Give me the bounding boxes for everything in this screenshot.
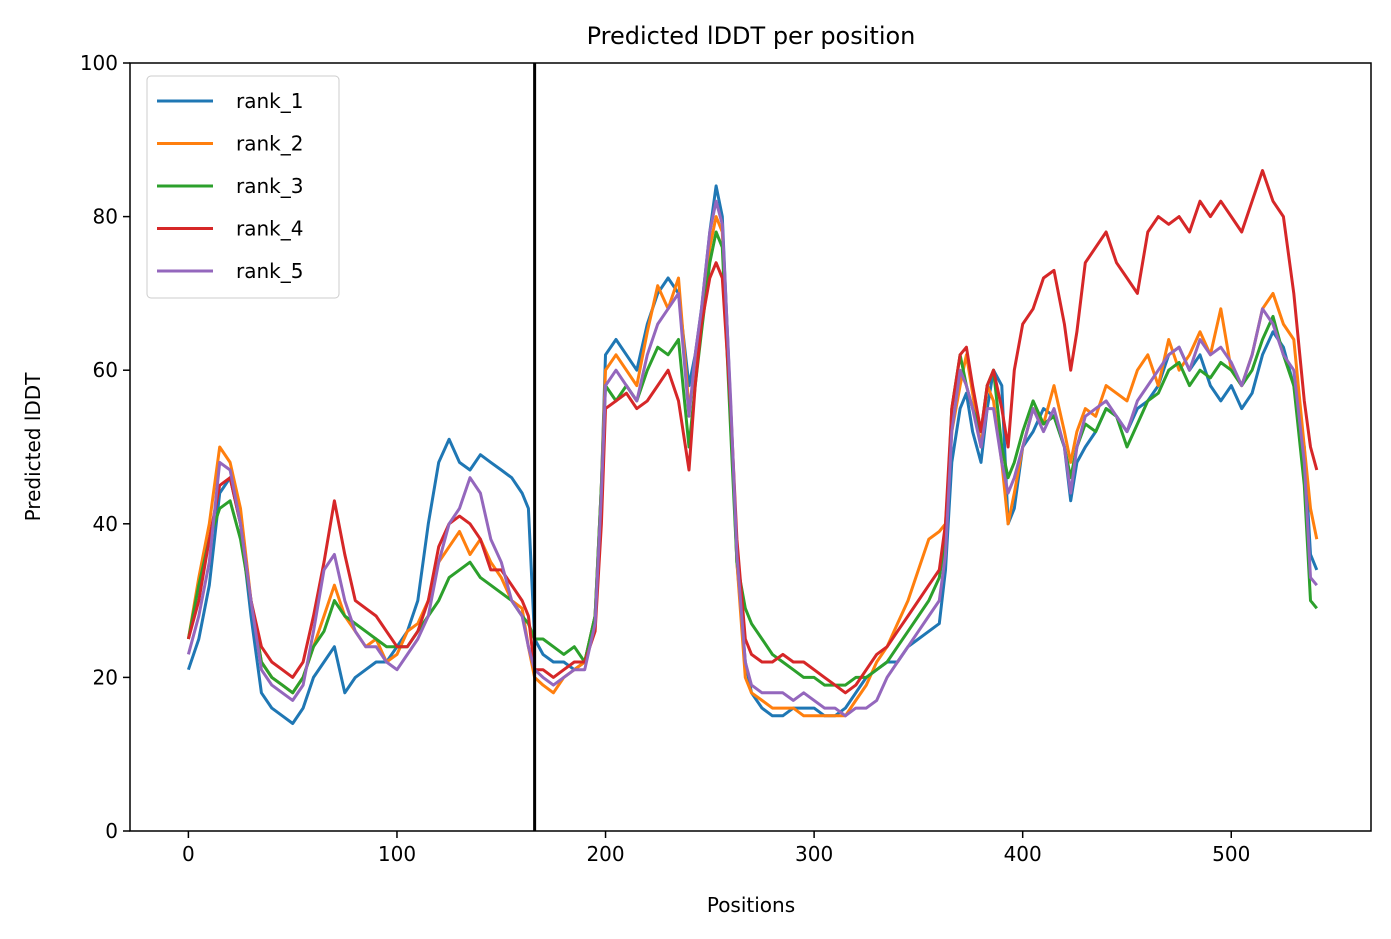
legend-box <box>146 75 340 299</box>
legend-entries: rank_1 rank_2 rank_3 rank_4 rank_5 <box>157 89 303 283</box>
x-tick-label: 400 <box>1004 842 1042 866</box>
y-axis-label: Predicted lDDT <box>21 372 45 522</box>
y-tick-label: 40 <box>93 512 118 536</box>
plot-frame <box>129 62 1372 832</box>
x-tick-label: 300 <box>795 842 833 866</box>
x-tick-label: 500 <box>1212 842 1250 866</box>
x-tick-label: 0 <box>182 842 195 866</box>
x-axis-label: Positions <box>707 893 795 917</box>
x-tick-label: 100 <box>378 842 416 866</box>
x-axis: 0 100 200 300 400 500 <box>182 831 1250 866</box>
chart-title: Predicted lDDT per position <box>587 22 916 50</box>
y-tick-label: 80 <box>93 205 118 229</box>
legend-label-rank_4: rank_4 <box>236 217 303 241</box>
series-line-rank_5 <box>186 199 1318 718</box>
legend-label-rank_1: rank_1 <box>236 89 303 113</box>
series-layer <box>186 169 1319 725</box>
y-tick-label: 0 <box>105 819 118 843</box>
series-line-rank_4 <box>186 169 1319 695</box>
y-tick-label: 100 <box>80 51 118 75</box>
legend-label-rank_3: rank_3 <box>236 174 303 198</box>
series-line-rank_2 <box>186 215 1319 718</box>
legend-label-rank_2: rank_2 <box>236 132 303 156</box>
y-tick-label: 20 <box>93 665 118 689</box>
y-tick-label: 60 <box>93 358 118 382</box>
y-axis: 0 20 40 60 80 100 <box>80 51 130 843</box>
legend: rank_1 rank_2 rank_3 rank_4 rank_5 <box>146 75 340 299</box>
legend-label-rank_5: rank_5 <box>236 259 303 283</box>
x-tick-label: 200 <box>586 842 624 866</box>
